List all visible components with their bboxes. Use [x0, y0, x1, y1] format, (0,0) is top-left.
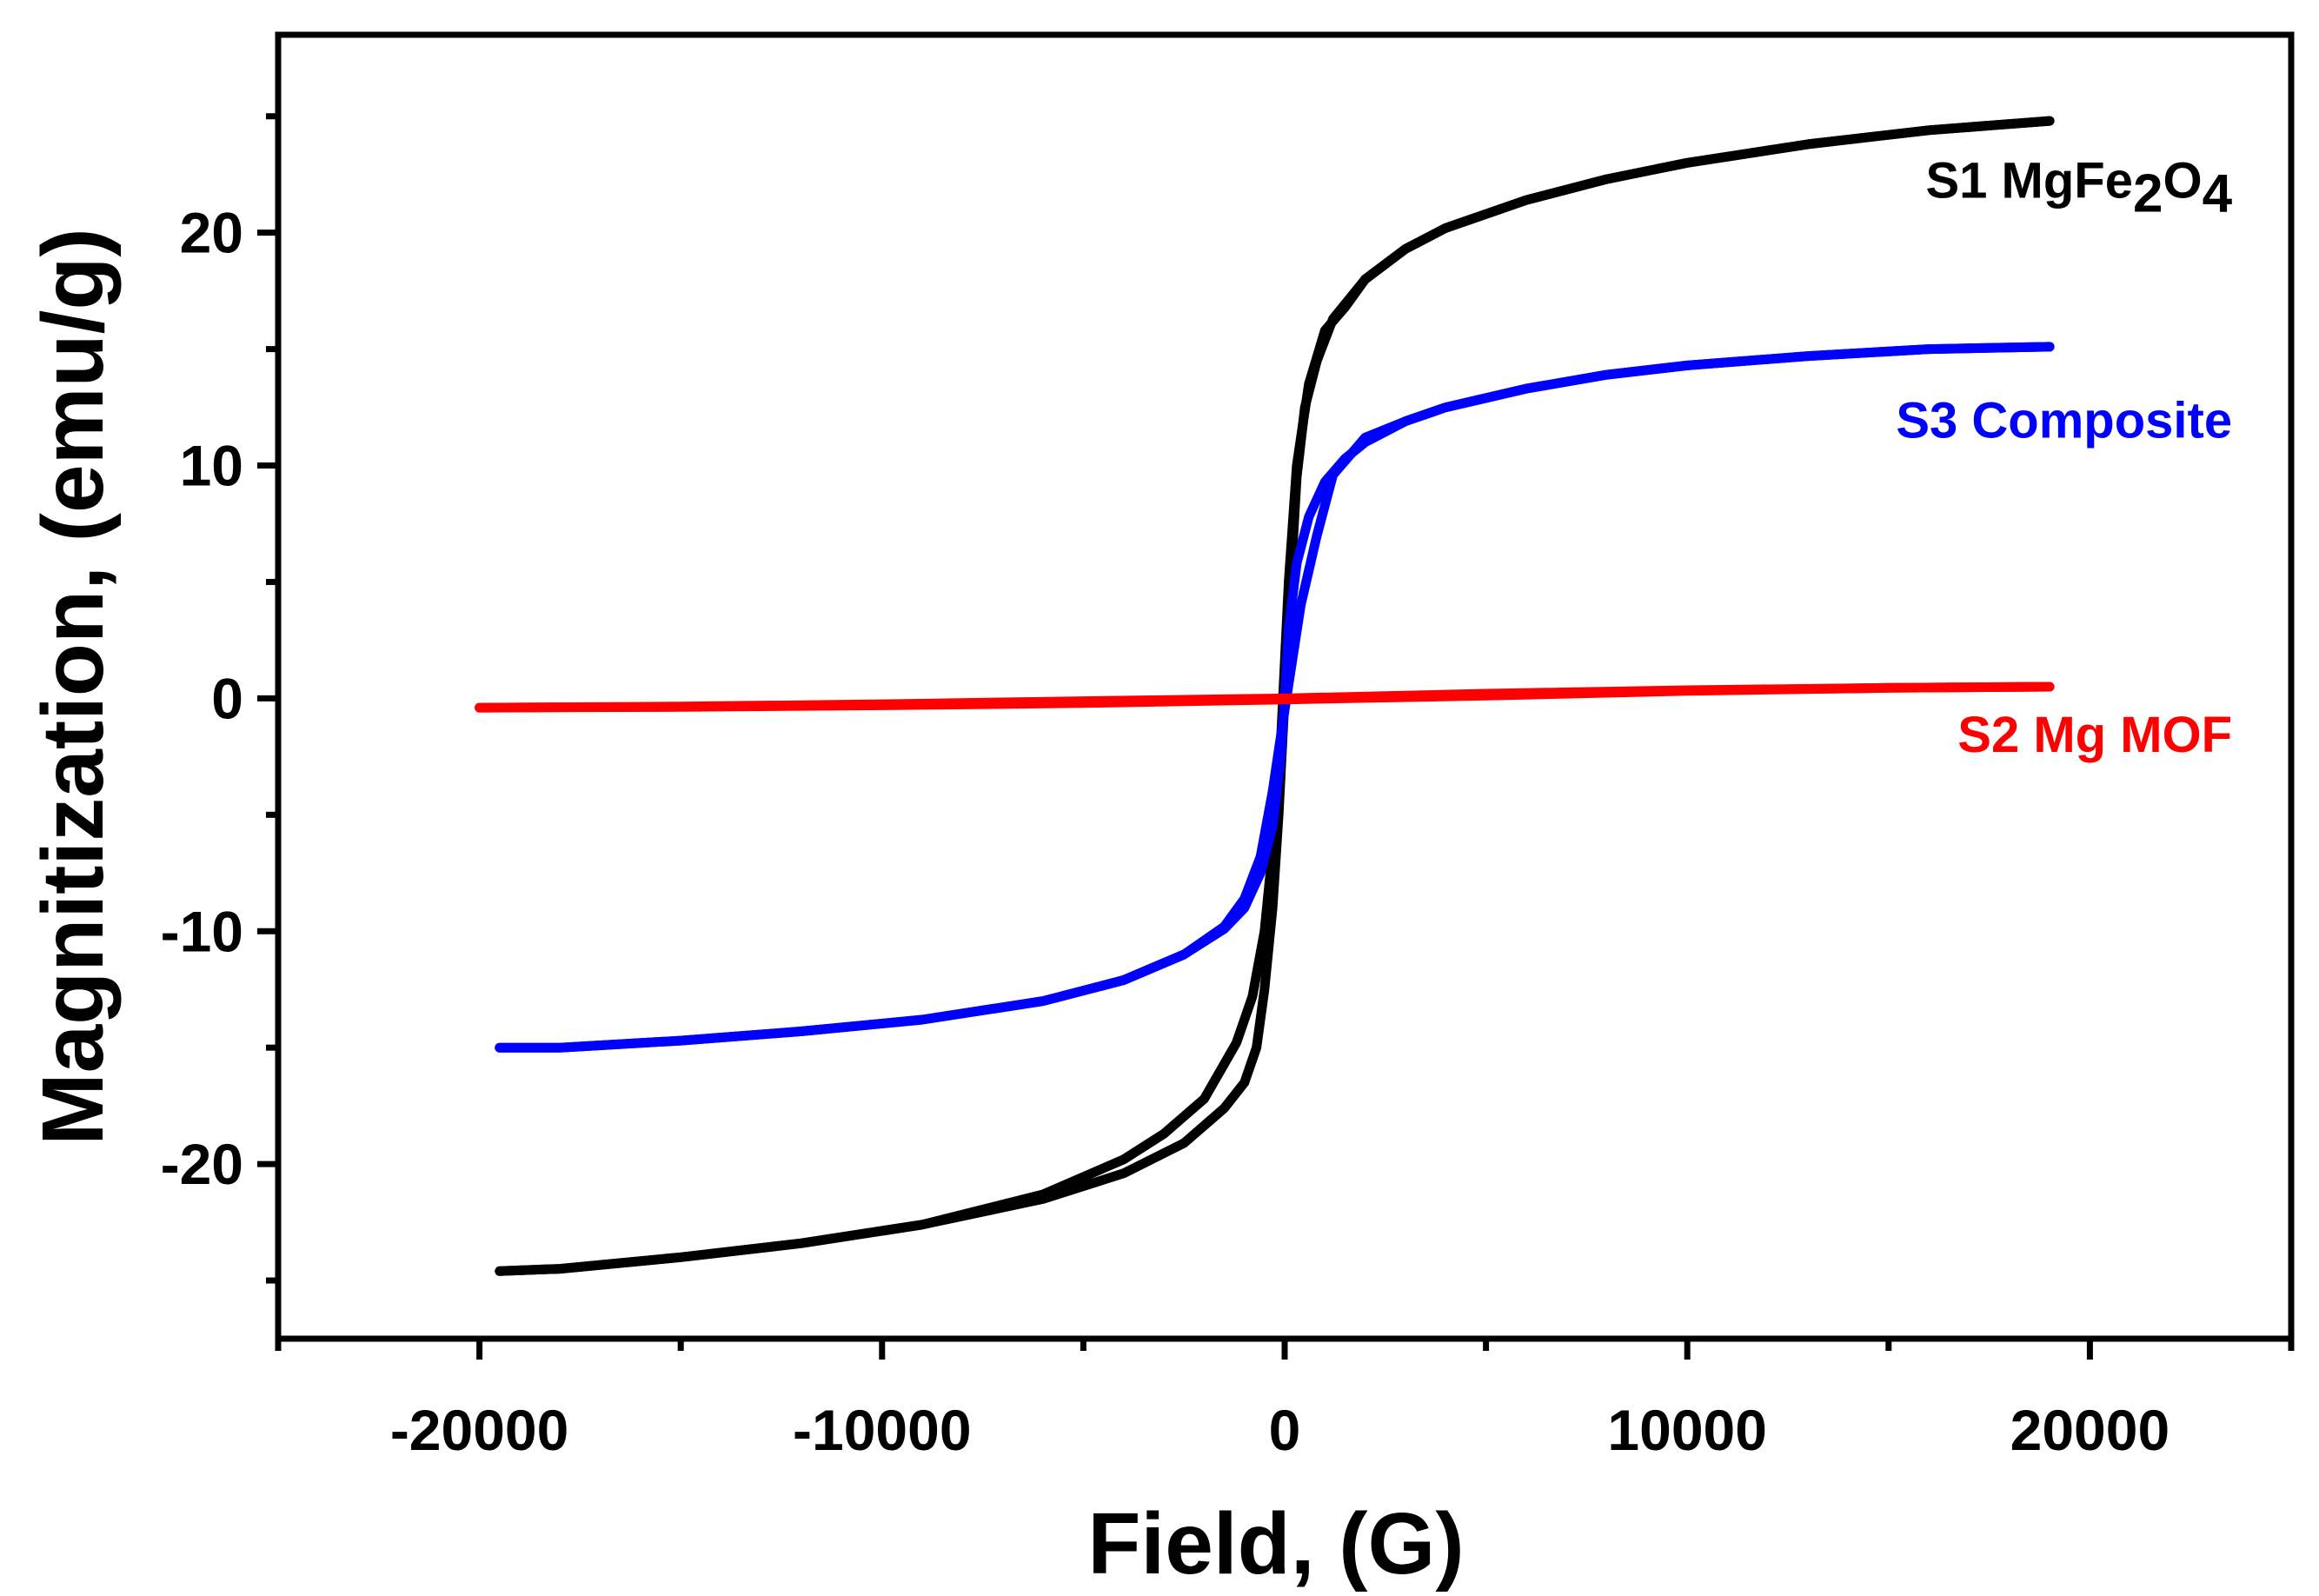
series-label-part: 4: [2203, 164, 2233, 224]
x-tick-label: 0: [1269, 1398, 1301, 1462]
y-tick-label: 10: [180, 434, 243, 498]
y-tick-label: -20: [161, 1132, 243, 1196]
series-label-0: S1 MgFe2O4: [1925, 153, 2232, 224]
series-label-part: 2: [2133, 164, 2163, 224]
series-2: [475, 682, 2055, 713]
series-label-1: S3 Composite: [1896, 392, 2232, 449]
x-axis-title: Field, (G): [1087, 1495, 1464, 1592]
x-tick-label: 20000: [2010, 1398, 2170, 1462]
y-tick-label: 0: [211, 666, 243, 730]
y-axis-title: Magnitization, (emu/g): [24, 228, 122, 1145]
series-1: [495, 342, 2055, 1053]
y-tick-label: 20: [180, 201, 243, 265]
series-label-2: S2 Mg MOF: [1957, 707, 2232, 763]
x-tick-label: -20000: [390, 1398, 569, 1462]
series-line-2-branch-1: [475, 682, 2055, 713]
axes-layer: [257, 31, 2295, 1360]
x-tick-label: 10000: [1607, 1398, 1767, 1462]
series-label-part: S1 MgFe: [1925, 153, 2133, 209]
series-label-part: O: [2163, 153, 2202, 209]
series-layer: [475, 116, 2055, 1276]
x-tick-label: -10000: [793, 1398, 972, 1462]
text-layer: -20000 -10000 0 10000 20000 -20 -10 0 10 20 Field,…: [24, 153, 2233, 1593]
series-line-1-branch-1: [495, 342, 2055, 1053]
y-tick-label: -10: [161, 899, 243, 963]
